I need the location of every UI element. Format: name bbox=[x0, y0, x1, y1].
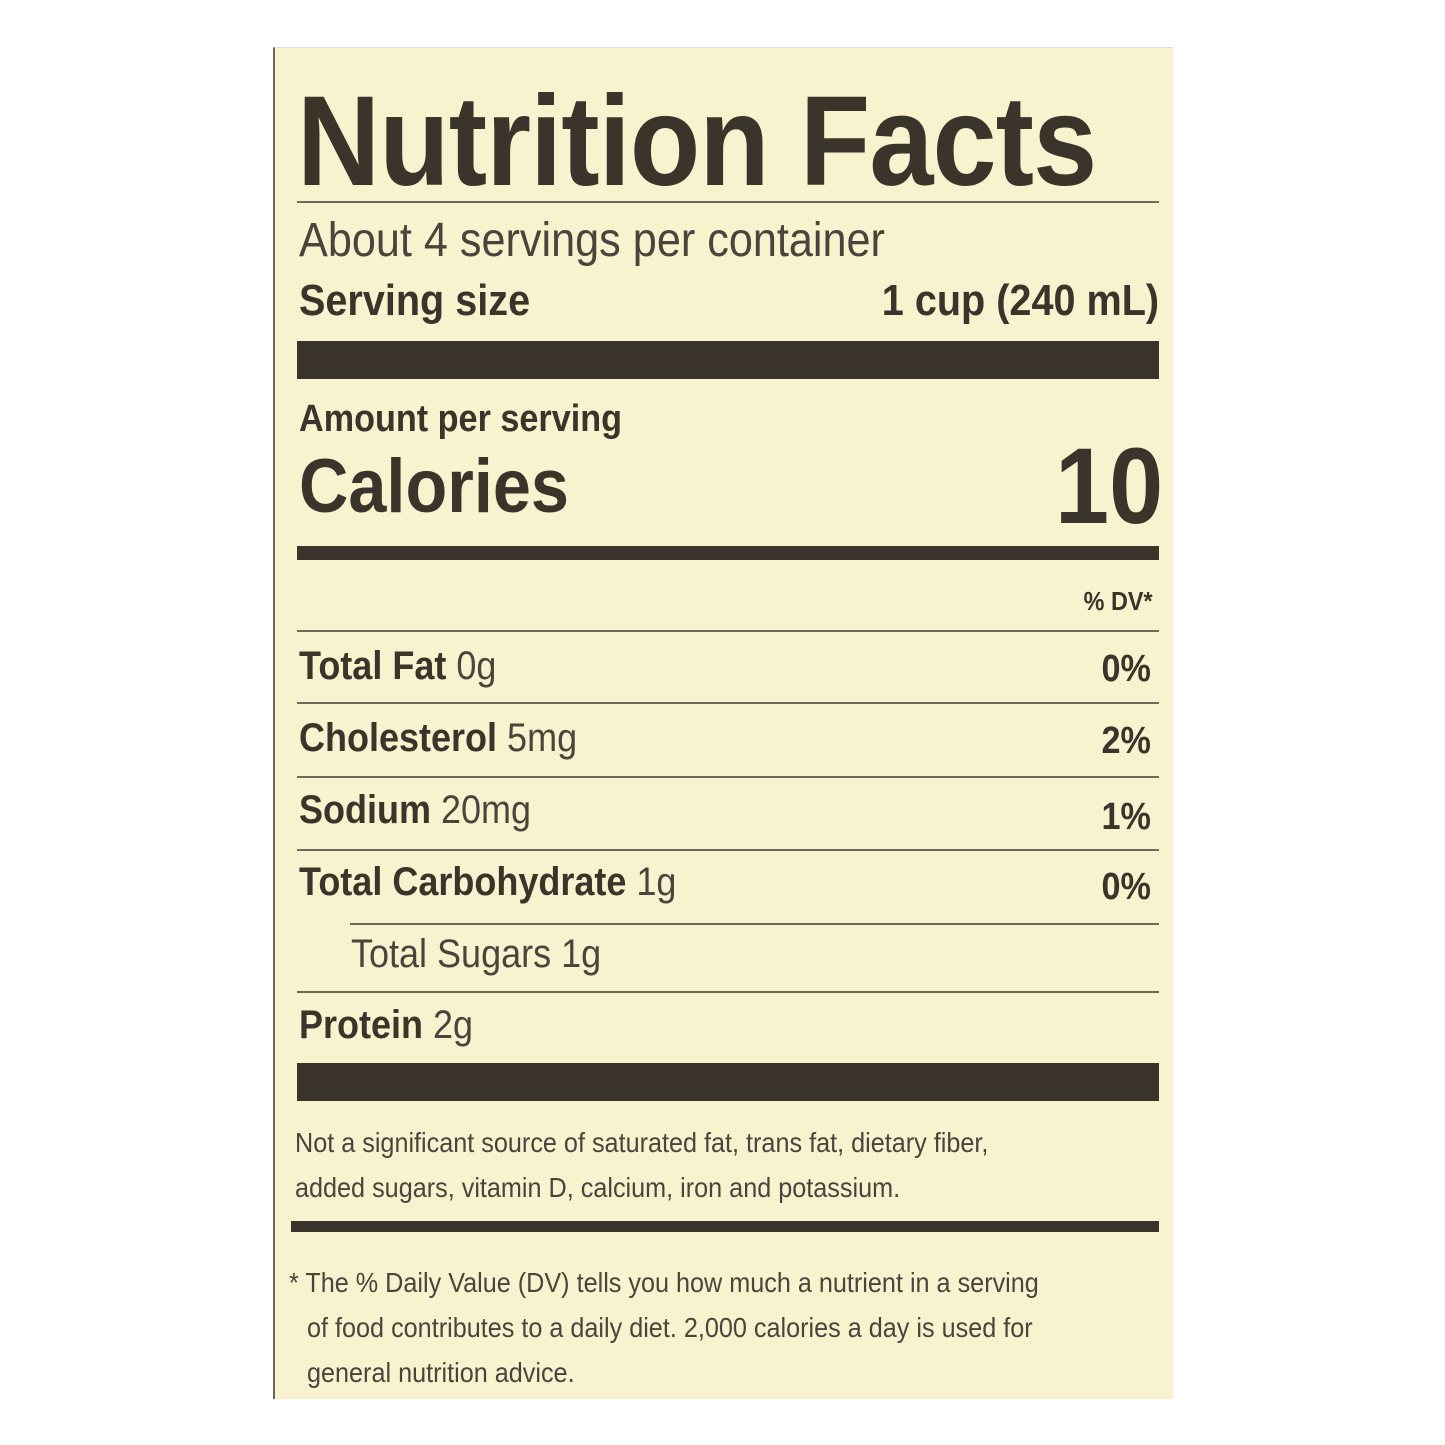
thick-divider bbox=[297, 341, 1159, 379]
dv-cholesterol: 2% bbox=[1101, 720, 1151, 762]
nutrient-row-total-carbohydrate: Total Carbohydrate 1g bbox=[299, 860, 677, 904]
calories-label: Calories bbox=[299, 444, 569, 529]
footnote-line: of food contributes to a daily diet. 2,0… bbox=[307, 1312, 1033, 1343]
divider bbox=[297, 776, 1159, 778]
footnote-line: general nutrition advice. bbox=[307, 1357, 575, 1388]
nutrient-row-total-fat: Total Fat 0g bbox=[299, 644, 497, 688]
divider bbox=[297, 991, 1159, 993]
serving-size-label: Serving size bbox=[299, 276, 531, 325]
nutrient-row-cholesterol: Cholesterol 5mg bbox=[299, 716, 578, 760]
divider bbox=[297, 849, 1159, 851]
serving-size-value: 1 cup (240 mL) bbox=[881, 276, 1159, 325]
medium-divider bbox=[297, 546, 1159, 560]
page-title: Nutrition Facts bbox=[297, 70, 1097, 213]
divider bbox=[297, 201, 1159, 203]
divider bbox=[297, 702, 1159, 704]
dv-header: % DV* bbox=[1084, 586, 1153, 616]
daily-value-footnote: * The % Daily Value (DV) tells you how m… bbox=[289, 1260, 1039, 1395]
dv-total-fat: 0% bbox=[1101, 648, 1151, 690]
dv-total-carbohydrate: 0% bbox=[1101, 866, 1151, 908]
medium-divider bbox=[291, 1221, 1159, 1232]
divider bbox=[297, 630, 1159, 632]
note-line: Not a significant source of saturated fa… bbox=[295, 1127, 989, 1158]
amount-per-serving: Amount per serving bbox=[299, 398, 623, 440]
not-significant-note: Not a significant source of saturated fa… bbox=[295, 1120, 988, 1210]
dv-sodium: 1% bbox=[1101, 796, 1151, 838]
divider bbox=[350, 923, 1159, 925]
note-line: added sugars, vitamin D, calcium, iron a… bbox=[295, 1172, 901, 1203]
thick-divider bbox=[297, 1063, 1159, 1101]
nutrition-facts-panel: Nutrition Facts About 4 servings per con… bbox=[273, 47, 1173, 1399]
calories-value: 10 bbox=[1054, 425, 1163, 546]
servings-per-container: About 4 servings per container bbox=[299, 214, 885, 267]
nutrient-row-total-sugars: Total Sugars 1g bbox=[351, 932, 602, 976]
footnote-line: * The % Daily Value (DV) tells you how m… bbox=[289, 1267, 1039, 1298]
nutrient-row-sodium: Sodium 20mg bbox=[299, 788, 532, 832]
nutrient-row-protein: Protein 2g bbox=[299, 1003, 474, 1047]
